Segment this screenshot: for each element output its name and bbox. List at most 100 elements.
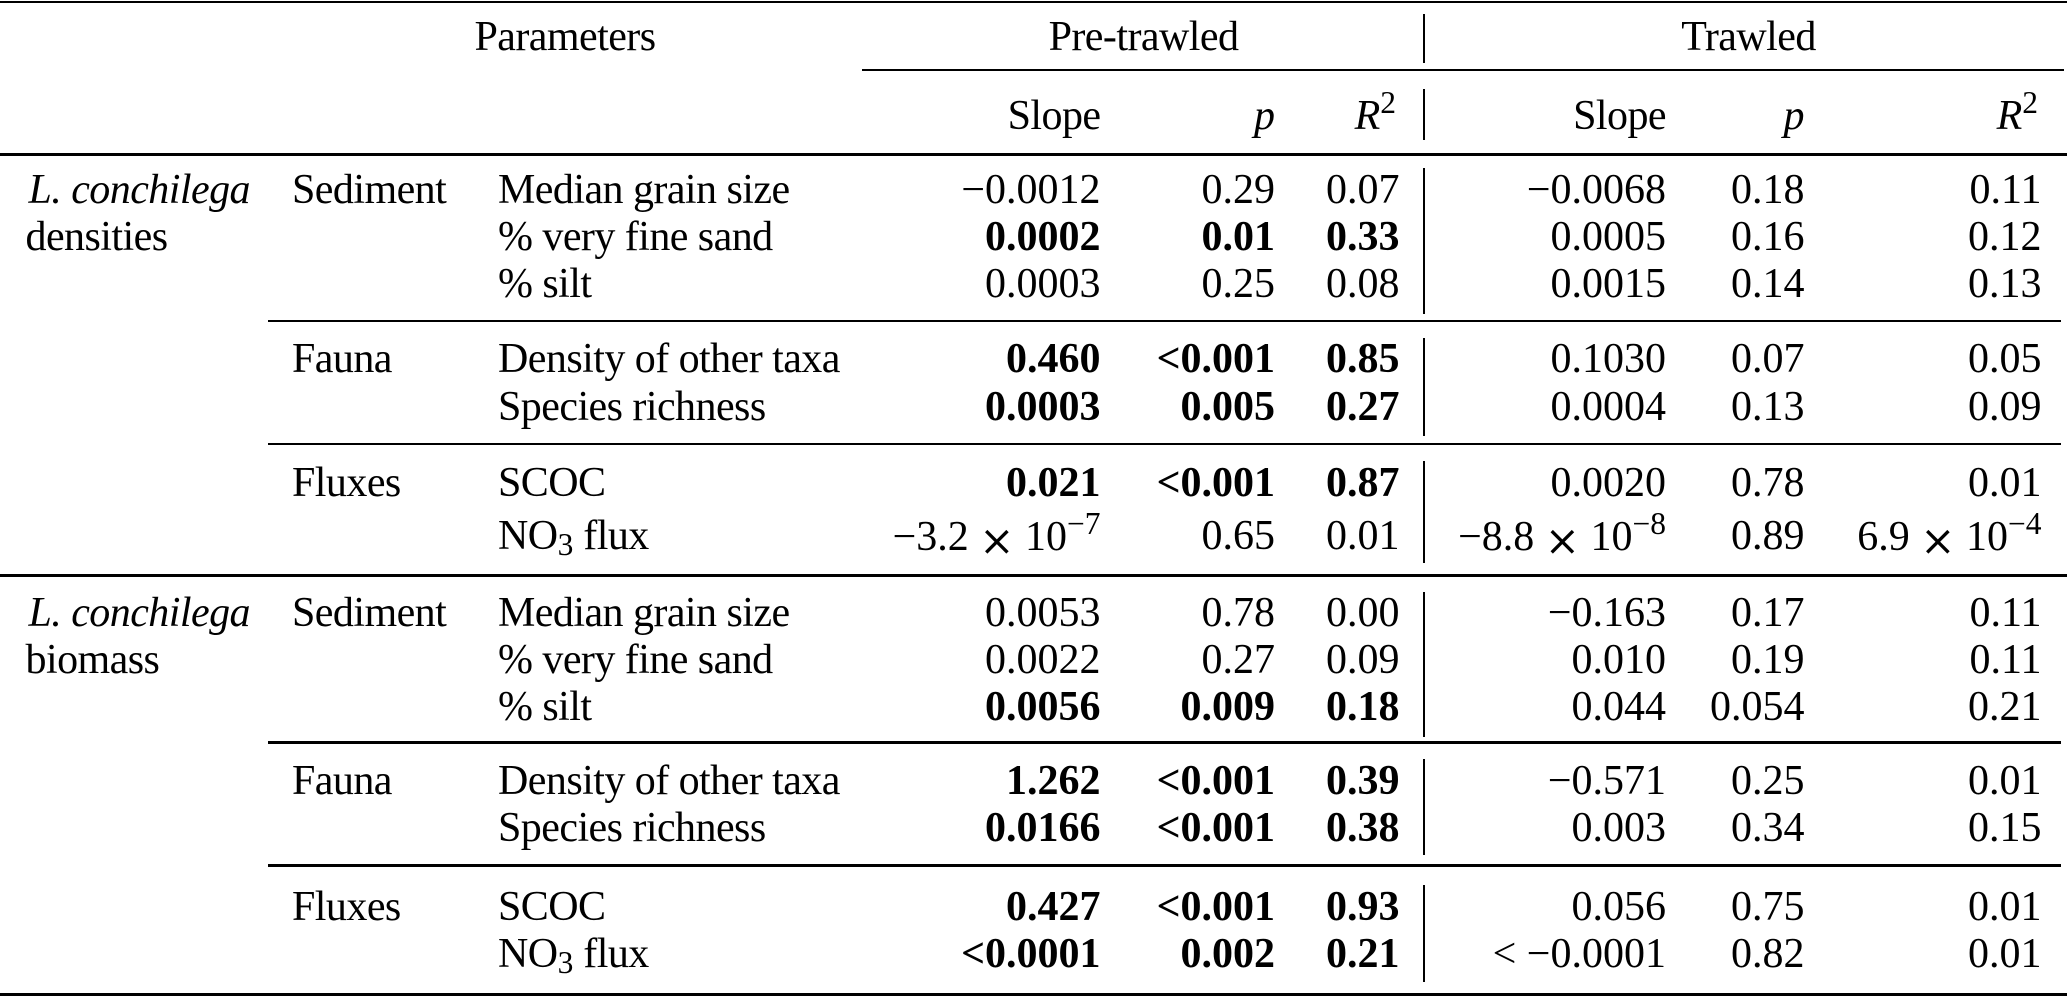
value-trawled-slope: −0.163 (1547, 590, 1666, 636)
value-pre-slope: 1.262 (1006, 757, 1101, 804)
value-pre-slope: <0.0001 (961, 931, 1101, 977)
value-pre-r2: 0.93 (1326, 883, 1400, 930)
parameter-label: NO3 flux (498, 931, 649, 981)
value-pre-r2: 0.18 (1326, 684, 1400, 731)
rule-biomass-sediment-fauna (268, 741, 2061, 744)
value-pre-slope: 0.0003 (985, 261, 1101, 308)
value-pre-r2: 0.21 (1326, 931, 1400, 977)
value-pre-p: 0.65 (1201, 512, 1276, 559)
value-pre-slope: 0.460 (1006, 336, 1101, 382)
value-pre-r2: 0.27 (1326, 383, 1400, 430)
value-pre-r2: 0.00 (1326, 590, 1400, 636)
category-label-densities-fauna: Fauna (292, 336, 392, 382)
category-label-densities-fluxes: Fluxes (292, 459, 401, 506)
value-trawled-p: 0.25 (1731, 757, 1805, 804)
value-trawled-slope: 0.010 (1571, 637, 1667, 684)
parameter-label: % silt (498, 261, 592, 308)
vbar-densities-fluxes (1422, 461, 1426, 563)
value-trawled-p: 0.75 (1731, 883, 1805, 930)
col-group-pre-trawled-label: Pre-trawled (1048, 13, 1239, 60)
vbar-densities-sediment (1422, 167, 1426, 314)
category-label-densities-sediment: Sediment (292, 166, 447, 213)
value-trawled-slope: −8.8 × 10−8 (1458, 505, 1666, 566)
value-pre-slope: 0.0003 (985, 383, 1101, 430)
row-group-biomass-name-line2: biomass (25, 637, 160, 684)
value-trawled-slope: 0.1030 (1550, 336, 1667, 382)
parameter-label: Species richness (498, 805, 766, 851)
value-pre-slope: −0.0012 (961, 166, 1101, 213)
rule-mid (0, 574, 2067, 577)
value-pre-r2: 0.38 (1326, 805, 1400, 851)
value-trawled-r2: 0.12 (1968, 213, 2042, 260)
col-header-p-pre: p (1254, 92, 1275, 139)
rule-biomass-fauna-fluxes (268, 864, 2061, 867)
row-group-biomass-name-line1: L. conchilega (28, 590, 251, 636)
value-trawled-r2: 0.15 (1968, 805, 2042, 851)
value-pre-r2: 0.09 (1326, 637, 1400, 684)
value-pre-slope: 0.0056 (985, 684, 1101, 731)
vbar-biomass-fluxes (1422, 885, 1426, 982)
value-trawled-p: 0.82 (1731, 931, 1805, 977)
value-trawled-r2: 0.11 (1969, 166, 2042, 213)
vbar-biomass-fauna (1422, 759, 1426, 855)
parameter-label: Species richness (498, 383, 766, 430)
value-pre-r2: 0.08 (1326, 261, 1400, 308)
value-trawled-slope: 0.0004 (1550, 383, 1667, 430)
rule-densities-fauna-fluxes (268, 442, 2061, 446)
value-trawled-p: 0.14 (1731, 261, 1805, 308)
parameter-label: % very fine sand (498, 637, 773, 684)
value-pre-slope: 0.427 (1006, 883, 1101, 930)
parameter-label: SCOC (498, 459, 606, 506)
value-pre-r2: 0.39 (1326, 757, 1400, 804)
col-header-r2-pre: R2 (1354, 84, 1396, 139)
value-trawled-slope: < −0.0001 (1492, 931, 1666, 977)
value-trawled-slope: 0.044 (1571, 684, 1667, 731)
value-pre-p: <0.001 (1156, 883, 1275, 930)
value-trawled-p: 0.17 (1731, 590, 1805, 636)
value-pre-p: 0.25 (1201, 261, 1276, 308)
value-pre-p: 0.29 (1201, 166, 1276, 213)
parameter-label: NO3 flux (498, 512, 649, 562)
parameter-label: Median grain size (498, 590, 790, 636)
col-header-r2-trawled: R2 (1996, 84, 2038, 139)
parameter-label: % very fine sand (498, 213, 773, 260)
value-pre-p: <0.001 (1156, 459, 1275, 506)
value-trawled-p: 0.19 (1731, 637, 1805, 684)
value-trawled-r2: 6.9 × 10−4 (1857, 505, 2042, 566)
rule-top (0, 0, 2067, 4)
value-pre-slope: 0.021 (1006, 459, 1101, 506)
col-header-slope-trawled: Slope (1573, 92, 1666, 139)
col-header-p-trawled: p (1783, 92, 1805, 139)
category-label-biomass-fauna: Fauna (292, 757, 392, 804)
value-pre-r2: 0.01 (1326, 512, 1400, 559)
value-trawled-p: 0.89 (1731, 512, 1805, 559)
value-pre-p: 0.01 (1201, 213, 1276, 260)
value-trawled-p: 0.054 (1710, 684, 1805, 731)
value-trawled-r2: 0.05 (1968, 336, 2042, 382)
rule-densities-sediment-fauna (268, 319, 2061, 323)
value-trawled-slope: −0.0068 (1526, 166, 1666, 213)
rule-bottom (0, 993, 2067, 996)
category-label-biomass-fluxes: Fluxes (292, 883, 401, 930)
value-pre-r2: 0.33 (1326, 213, 1400, 260)
value-trawled-p: 0.16 (1731, 213, 1805, 260)
value-trawled-p: 0.18 (1731, 166, 1805, 213)
value-trawled-slope: 0.056 (1571, 883, 1667, 930)
value-pre-p: 0.002 (1180, 931, 1276, 977)
parameter-label: % silt (498, 684, 592, 731)
parameter-label: SCOC (498, 883, 606, 930)
value-pre-slope: 0.0166 (985, 805, 1101, 851)
value-trawled-r2: 0.01 (1968, 883, 2042, 930)
value-pre-r2: 0.85 (1326, 336, 1400, 382)
value-pre-p: <0.001 (1156, 336, 1275, 382)
value-pre-p: 0.009 (1180, 684, 1276, 731)
rule-under-spans (862, 69, 2064, 72)
value-pre-slope: 0.0022 (985, 637, 1101, 684)
row-group-densities-name-line1: L. conchilega (28, 166, 251, 213)
value-trawled-slope: 0.0015 (1550, 261, 1667, 308)
parameter-label: Density of other taxa (498, 757, 840, 804)
value-pre-p: 0.27 (1201, 637, 1276, 684)
vbar-biomass-sediment (1422, 591, 1426, 737)
col-group-trawled-label: Trawled (1681, 13, 1816, 60)
value-pre-p: <0.001 (1156, 757, 1275, 804)
